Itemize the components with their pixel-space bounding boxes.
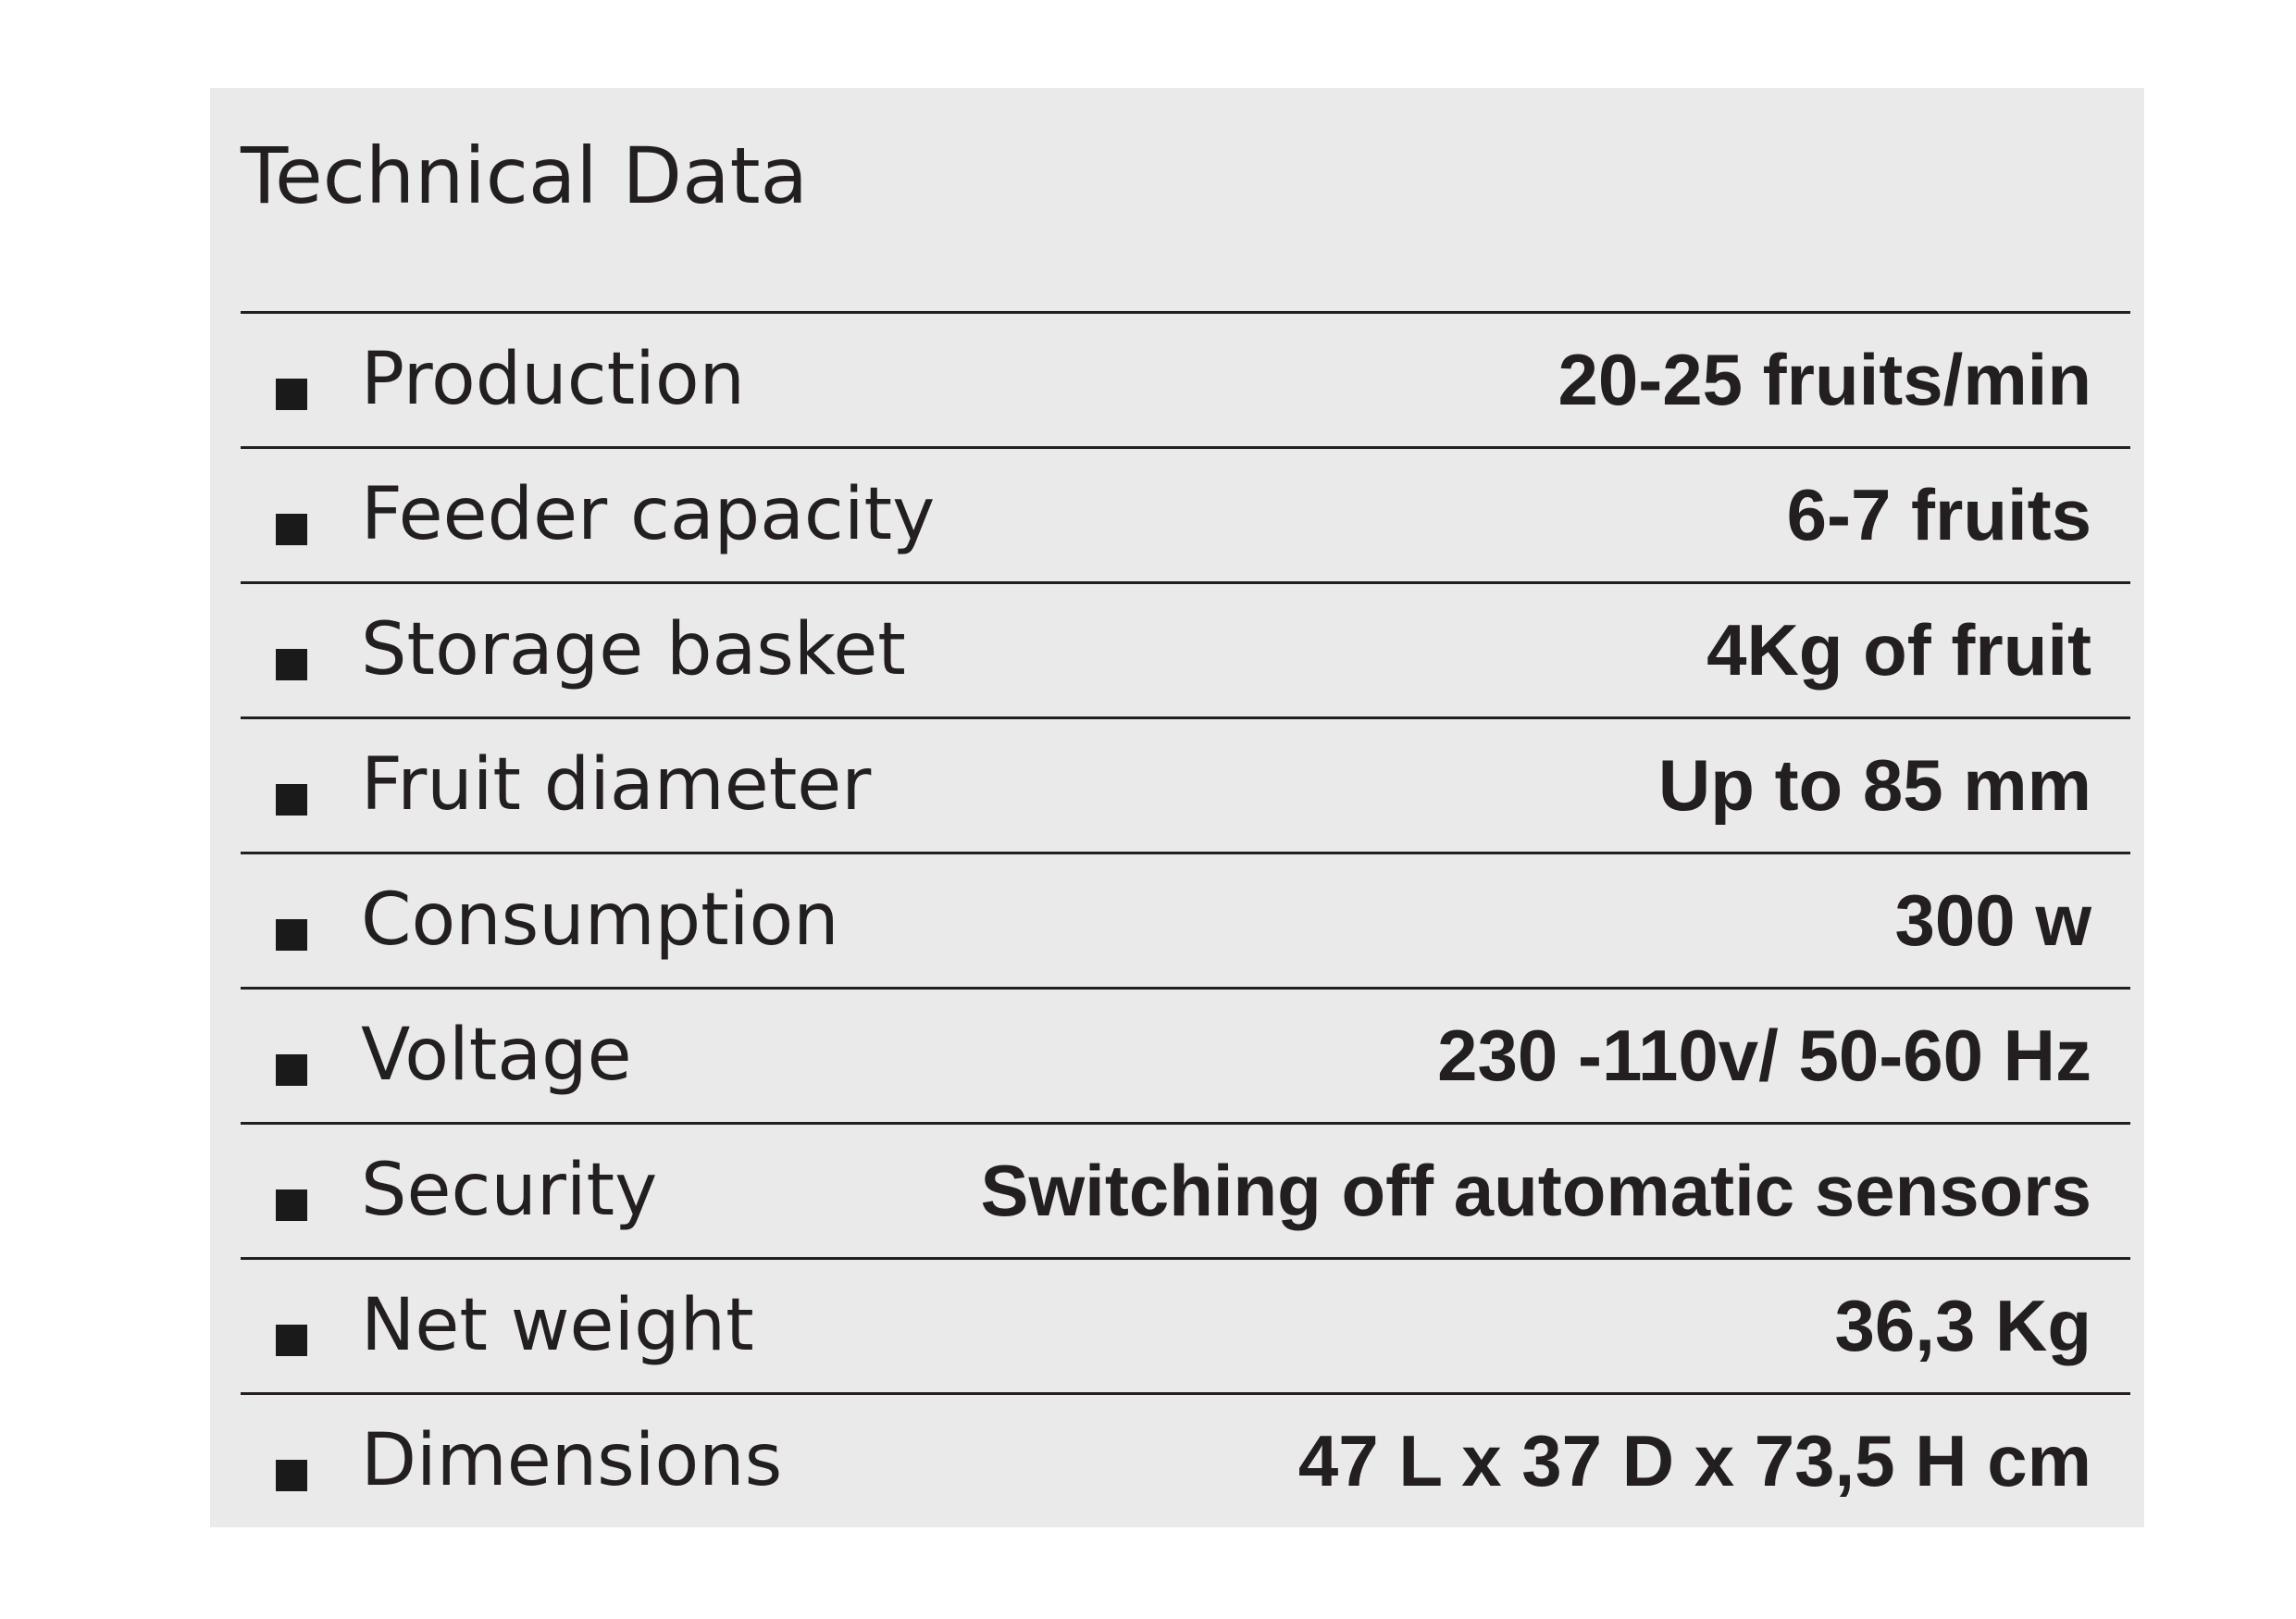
- square-bullet-icon: [276, 1189, 307, 1221]
- spec-value: Up to 85 mm: [1657, 744, 2091, 826]
- spec-label: Dimensions: [361, 1419, 783, 1502]
- spec-value: 36,3 Kg: [1834, 1285, 2091, 1366]
- square-bullet-icon: [276, 784, 307, 816]
- page-title: Technical Data: [241, 131, 808, 221]
- spec-value: Switching off automatic sensors: [980, 1150, 2091, 1231]
- spec-value: 230 -110v/ 50-60 Hz: [1437, 1015, 2091, 1096]
- square-bullet-icon: [276, 1460, 307, 1491]
- spec-value: 20-25 fruits/min: [1558, 339, 2091, 420]
- spec-row-fruit-diameter: Fruit diameter Up to 85 mm: [241, 716, 2130, 852]
- spec-label: Voltage: [361, 1014, 632, 1097]
- spec-row-net-weight: Net weight 36,3 Kg: [241, 1257, 2130, 1392]
- spec-row-production: Production 20-25 fruits/min: [241, 311, 2130, 446]
- spec-label: Security: [361, 1149, 658, 1232]
- spec-label: Feeder capacity: [361, 473, 936, 556]
- spec-label: Net weight: [361, 1284, 754, 1367]
- square-bullet-icon: [276, 919, 307, 951]
- spec-row-security: Security Switching off automatic sensors: [241, 1122, 2130, 1257]
- spec-label: Production: [361, 338, 745, 421]
- spec-table: Production 20-25 fruits/min Feeder capac…: [241, 311, 2130, 1527]
- spec-value: 4Kg of fruit: [1706, 609, 2091, 691]
- spec-label: Storage basket: [361, 608, 906, 691]
- square-bullet-icon: [276, 1325, 307, 1356]
- spec-row-feeder-capacity: Feeder capacity 6-7 fruits: [241, 446, 2130, 581]
- square-bullet-icon: [276, 514, 307, 545]
- technical-data-panel: Technical Data Production 20-25 fruits/m…: [210, 88, 2144, 1527]
- spec-row-voltage: Voltage 230 -110v/ 50-60 Hz: [241, 987, 2130, 1122]
- spec-label: Consumption: [361, 878, 839, 962]
- spec-row-dimensions: Dimensions 47 L x 37 D x 73,5 H cm: [241, 1392, 2130, 1527]
- spec-value: 6-7 fruits: [1786, 474, 2091, 555]
- square-bullet-icon: [276, 649, 307, 680]
- spec-label: Fruit diameter: [361, 743, 872, 827]
- square-bullet-icon: [276, 1054, 307, 1086]
- spec-row-consumption: Consumption 300 w: [241, 852, 2130, 987]
- square-bullet-icon: [276, 379, 307, 410]
- spec-row-storage-basket: Storage basket 4Kg of fruit: [241, 581, 2130, 716]
- spec-value: 47 L x 37 D x 73,5 H cm: [1297, 1420, 2091, 1501]
- spec-value: 300 w: [1894, 879, 2091, 961]
